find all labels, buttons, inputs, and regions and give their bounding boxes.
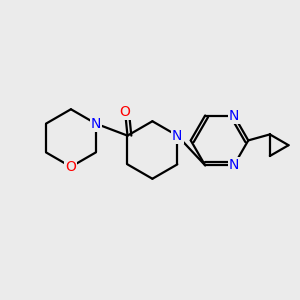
Text: N: N <box>172 129 182 142</box>
Text: O: O <box>120 105 130 118</box>
Text: N: N <box>229 158 239 172</box>
Text: O: O <box>65 160 76 174</box>
Text: N: N <box>229 109 239 122</box>
Text: N: N <box>91 117 101 130</box>
